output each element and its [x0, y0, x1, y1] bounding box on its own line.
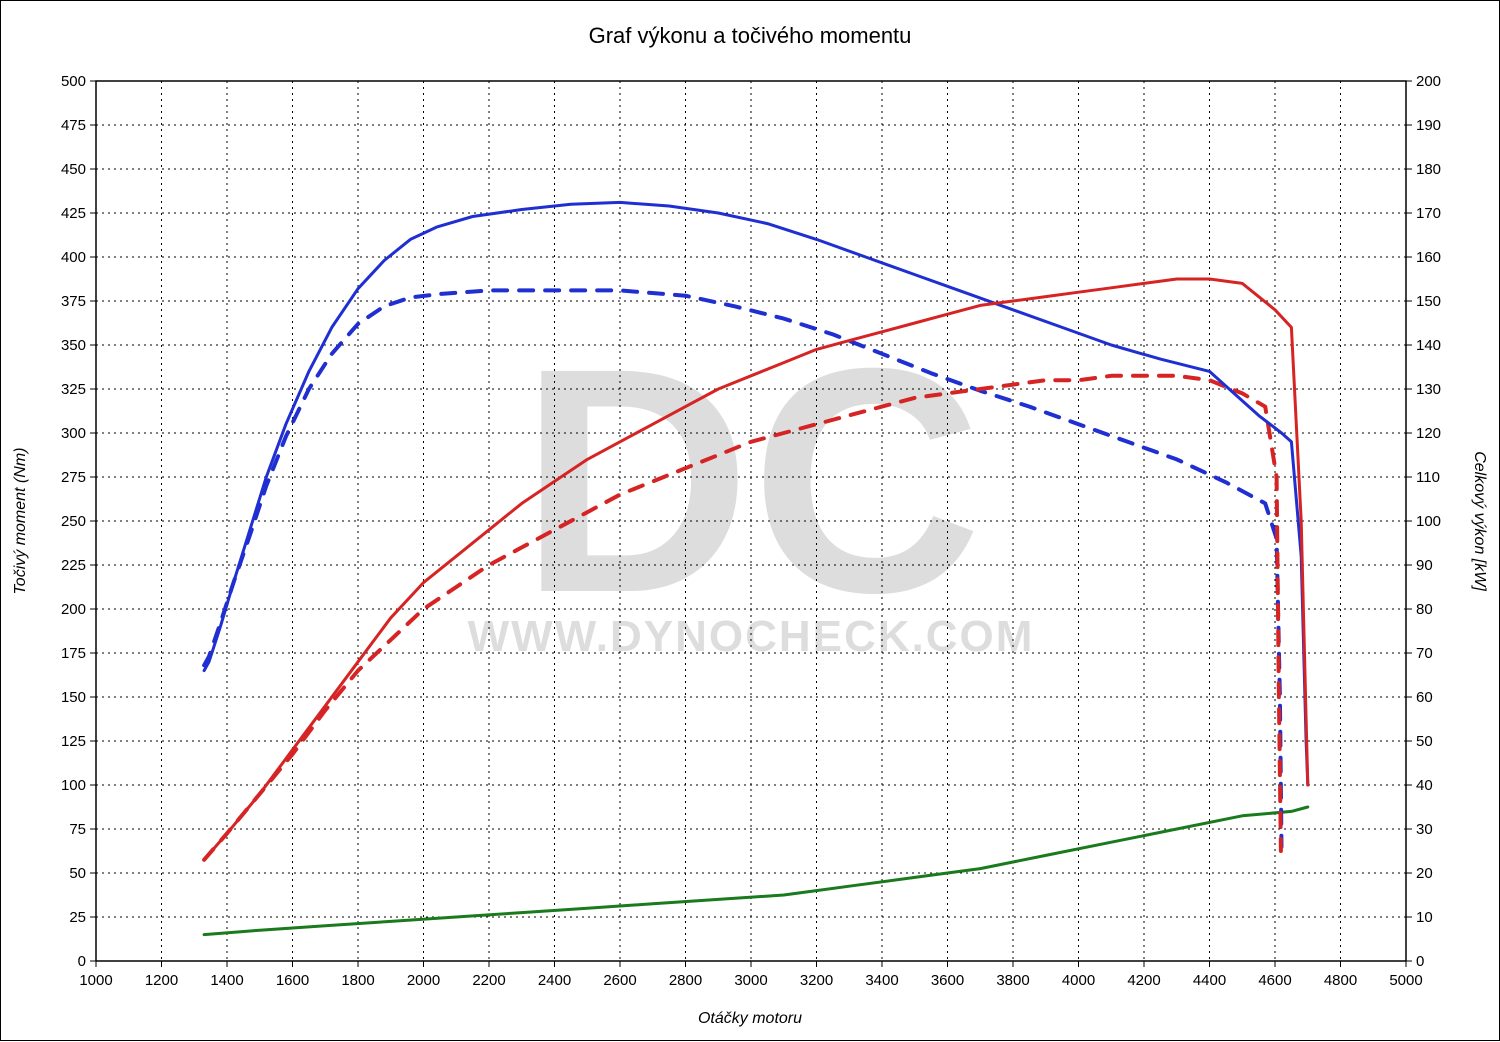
x-tick-label: 4000 [1062, 972, 1095, 989]
y-right-tick-label: 150 [1416, 293, 1441, 310]
x-tick-label: 4200 [1127, 972, 1160, 989]
x-tick-label: 2200 [472, 972, 505, 989]
y-right-tick-label: 70 [1416, 645, 1433, 662]
y-left-tick-label: 175 [61, 645, 86, 662]
y-left-tick-label: 100 [61, 777, 86, 794]
x-tick-label: 1400 [210, 972, 243, 989]
x-tick-label: 4400 [1193, 972, 1226, 989]
x-tick-label: 2400 [538, 972, 571, 989]
x-tick-label: 3000 [734, 972, 767, 989]
y-left-tick-label: 350 [61, 337, 86, 354]
y-left-tick-label: 450 [61, 161, 86, 178]
y-left-tick-label: 200 [61, 601, 86, 618]
x-tick-label: 3400 [865, 972, 898, 989]
y-left-tick-label: 50 [69, 865, 86, 882]
x-tick-label: 1600 [276, 972, 309, 989]
x-tick-label: 2600 [603, 972, 636, 989]
series-loss [204, 807, 1308, 935]
x-tick-label: 2800 [669, 972, 702, 989]
x-tick-label: 3200 [800, 972, 833, 989]
y-left-tick-label: 125 [61, 733, 86, 750]
x-tick-label: 1200 [145, 972, 178, 989]
y-left-tick-label: 225 [61, 557, 86, 574]
y-right-tick-label: 180 [1416, 161, 1441, 178]
y-right-tick-label: 100 [1416, 513, 1441, 530]
y-right-tick-label: 140 [1416, 337, 1441, 354]
x-tick-label: 5000 [1389, 972, 1422, 989]
y-right-tick-label: 200 [1416, 73, 1441, 90]
y-right-tick-label: 90 [1416, 557, 1433, 574]
y-right-tick-label: 60 [1416, 689, 1433, 706]
y-left-tick-label: 300 [61, 425, 86, 442]
dyno-chart: DCWWW.DYNOCHECK.COM100012001400160018002… [1, 1, 1500, 1042]
y-right-tick-label: 50 [1416, 733, 1433, 750]
x-tick-label: 2000 [407, 972, 440, 989]
y-right-tick-label: 80 [1416, 601, 1433, 618]
y-right-tick-label: 10 [1416, 909, 1433, 926]
y-left-tick-label: 25 [69, 909, 86, 926]
y-right-tick-label: 160 [1416, 249, 1441, 266]
y-left-tick-label: 150 [61, 689, 86, 706]
y-left-tick-label: 475 [61, 117, 86, 134]
y-left-tick-label: 375 [61, 293, 86, 310]
y-left-tick-label: 500 [61, 73, 86, 90]
y-left-tick-label: 0 [78, 953, 86, 970]
y-right-tick-label: 30 [1416, 821, 1433, 838]
y-right-tick-label: 130 [1416, 381, 1441, 398]
y-right-tick-label: 40 [1416, 777, 1433, 794]
y-right-tick-label: 190 [1416, 117, 1441, 134]
y-left-tick-label: 250 [61, 513, 86, 530]
chart-container: Graf výkonu a točivého momentu Točivý mo… [0, 0, 1500, 1041]
y-left-tick-label: 425 [61, 205, 86, 222]
svg-text:DC: DC [520, 301, 982, 659]
y-left-tick-label: 400 [61, 249, 86, 266]
svg-text:WWW.DYNOCHECK.COM: WWW.DYNOCHECK.COM [468, 612, 1035, 661]
y-right-tick-label: 0 [1416, 953, 1424, 970]
y-right-tick-label: 120 [1416, 425, 1441, 442]
x-tick-label: 1800 [341, 972, 374, 989]
x-tick-label: 4800 [1324, 972, 1357, 989]
y-left-tick-label: 325 [61, 381, 86, 398]
y-left-tick-label: 75 [69, 821, 86, 838]
y-left-tick-label: 275 [61, 469, 86, 486]
x-tick-label: 3600 [931, 972, 964, 989]
y-right-tick-label: 20 [1416, 865, 1433, 882]
x-tick-label: 3800 [996, 972, 1029, 989]
y-right-tick-label: 170 [1416, 205, 1441, 222]
x-tick-label: 4600 [1258, 972, 1291, 989]
x-tick-label: 1000 [79, 972, 112, 989]
y-right-tick-label: 110 [1416, 469, 1440, 486]
